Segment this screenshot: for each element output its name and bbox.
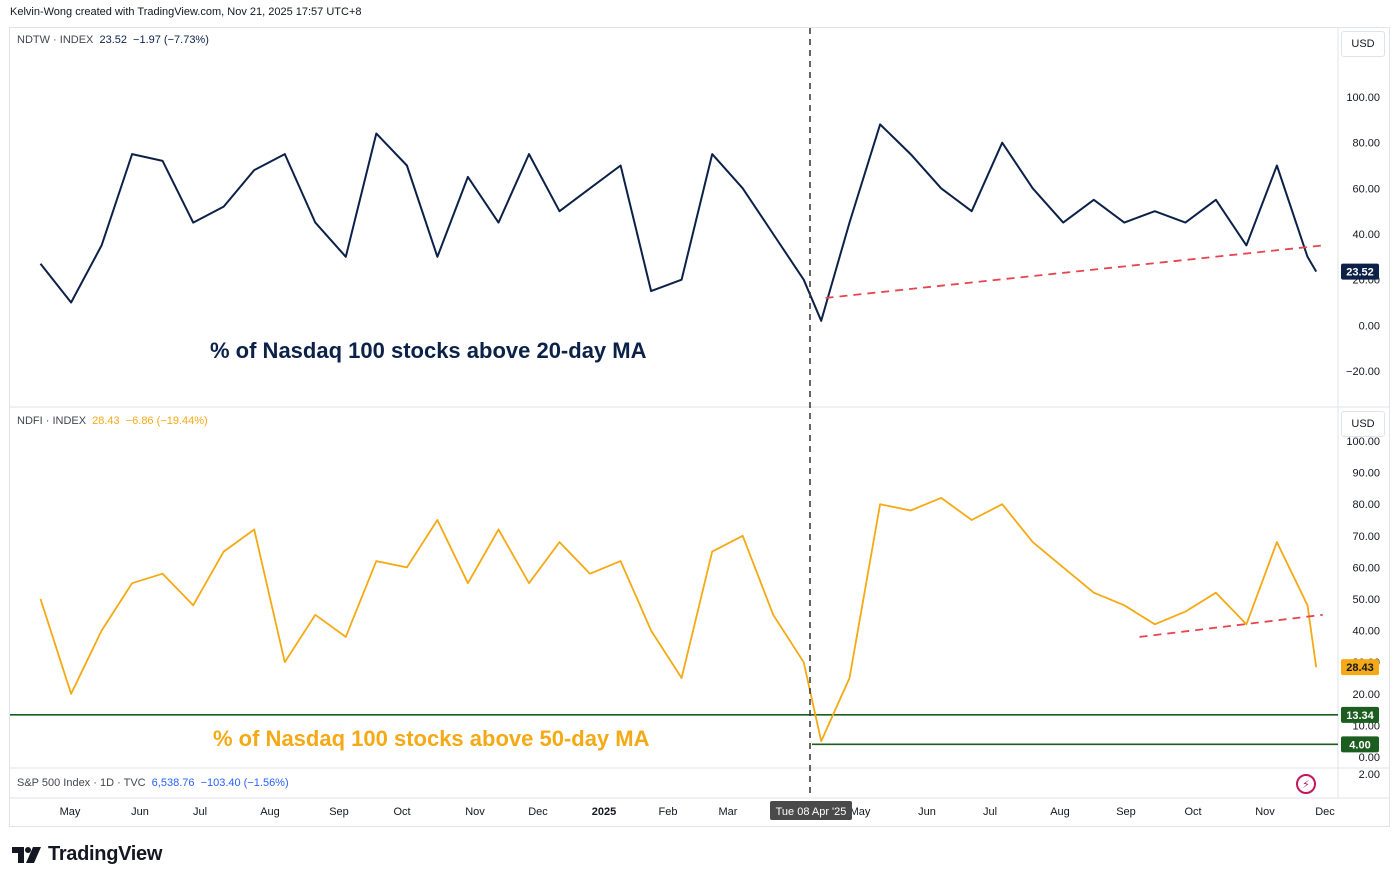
time-axis-label: May	[850, 806, 871, 818]
ndfi-price-axis: 100.0090.0080.0070.0060.0050.0040.0030.0…	[1346, 436, 1380, 781]
chart-credit: Kelvin-Wong created with TradingView.com…	[10, 6, 362, 18]
ndfi-y-tick: 100.00	[1346, 436, 1380, 448]
ndfi-y-tick: 10.00	[1352, 720, 1380, 732]
ndfi-currency-button[interactable]: USD	[1341, 411, 1385, 437]
crosshair-date-label: Tue 08 Apr '25	[776, 806, 847, 818]
ndfi-y-tick: 70.00	[1352, 531, 1380, 543]
ndtw-line	[39, 123, 1318, 322]
ndtw-annotation-label: % of Nasdaq 100 stocks above 20-day MA	[210, 338, 647, 363]
level-tag-4-00-bg	[1341, 736, 1379, 753]
spx-change: −103.40 (−1.56%)	[200, 777, 289, 789]
ndfi-y-tick: 0.00	[1359, 752, 1380, 764]
time-axis-label: Aug	[260, 806, 280, 818]
ndfi-y-tick: 80.00	[1352, 499, 1380, 511]
crosshair-date-bg	[770, 801, 852, 820]
time-axis-label: Mar	[719, 806, 738, 818]
time-axis-label: Oct	[1184, 806, 1201, 818]
ndfi-y-tick: 90.00	[1352, 468, 1380, 480]
ndtw-value: 23.52	[99, 34, 127, 46]
ndtw-y-tick: 80.00	[1352, 138, 1380, 150]
time-axis-label: Jul	[193, 806, 207, 818]
price-tags: 23.52 28.43 13.34 4.00	[1341, 263, 1379, 753]
time-axis-label: Sep	[329, 806, 349, 818]
time-axis: May Jun Jul Aug Sep Oct Nov Dec 2025 Feb Mar May Jun…	[60, 801, 1335, 820]
ndfi-annotation-label: % of Nasdaq 100 stocks above 50-day MA	[213, 726, 650, 751]
time-axis-label: Jun	[131, 806, 149, 818]
ndfi-y-tick: 60.00	[1352, 562, 1380, 574]
ndfi-symbol: NDFI · INDEX	[17, 415, 87, 427]
ndtw-y-tick: 0.00	[1359, 320, 1380, 332]
ndtw-last-price-tag-bg	[1341, 263, 1379, 280]
time-axis-label: Nov	[465, 806, 485, 818]
ndfi-last-price-tag: 28.43	[1346, 662, 1374, 674]
time-axis-label: Sep	[1116, 806, 1136, 818]
ndtw-symbol: NDTW · INDEX	[17, 34, 94, 46]
spx-symbol: S&P 500 Index · 1D · TVC	[17, 777, 146, 789]
time-axis-label: Oct	[393, 806, 410, 818]
tradingview-logo-icon	[12, 846, 41, 863]
tradingview-wordmark: TradingView	[48, 843, 163, 865]
ndfi-support-lines	[10, 714, 1338, 746]
trendlines	[825, 244, 1323, 638]
level-tag-13-34: 13.34	[1346, 710, 1374, 722]
ndtw-y-tick: −20.00	[1346, 366, 1380, 378]
ndtw-y-tick: 60.00	[1352, 183, 1380, 195]
spx-y-tick: 2.00	[1359, 769, 1380, 781]
level-tag-13-34-bg	[1341, 706, 1379, 723]
time-axis-label: Feb	[659, 806, 678, 818]
chart-frame	[9, 27, 1390, 827]
ndtw-y-tick: 100.00	[1346, 92, 1380, 104]
time-axis-label: Nov	[1255, 806, 1275, 818]
ndtw-last-price-tag: 23.52	[1346, 267, 1374, 279]
time-axis-label: Jun	[918, 806, 936, 818]
ndfi-last-price-tag-bg	[1341, 659, 1379, 676]
ndfi-y-tick: 40.00	[1352, 626, 1380, 638]
ndtw-legend[interactable]: NDTW · INDEX 23.52 −1.97 (−7.73%)	[17, 34, 209, 46]
ndtw-change: −1.97 (−7.73%)	[133, 34, 209, 46]
ndtw-series	[39, 123, 1318, 322]
lightning-icon[interactable]: ⚡	[1296, 774, 1316, 794]
level-tag-4-00: 4.00	[1349, 739, 1370, 751]
ndtw-currency-button[interactable]: USD	[1341, 31, 1385, 57]
time-axis-label: 2025	[592, 806, 616, 818]
spx-legend[interactable]: S&P 500 Index · 1D · TVC 6,538.76 −103.4…	[17, 777, 289, 789]
ndtw-y-tick: 40.00	[1352, 229, 1380, 241]
time-axis-label: Jul	[983, 806, 997, 818]
ndtw-trendline	[825, 244, 1323, 299]
time-axis-label: Dec	[1315, 806, 1335, 818]
spx-value: 6,538.76	[151, 777, 195, 789]
time-axis-label: Dec	[528, 806, 548, 818]
ndfi-y-tick: 50.00	[1352, 594, 1380, 606]
time-axis-label: May	[60, 806, 81, 818]
ndfi-value: 28.43	[92, 415, 120, 427]
ndfi-legend[interactable]: NDFI · INDEX 28.43 −6.86 (−19.44%)	[17, 415, 208, 427]
ndfi-y-tick: 20.00	[1352, 689, 1380, 701]
tradingview-logo[interactable]: TradingView	[12, 843, 162, 866]
ndfi-trendline	[1139, 613, 1323, 638]
ndfi-series	[39, 496, 1318, 743]
ndfi-line	[39, 496, 1318, 743]
time-axis-label: Aug	[1050, 806, 1070, 818]
ndfi-change: −6.86 (−19.44%)	[125, 415, 208, 427]
